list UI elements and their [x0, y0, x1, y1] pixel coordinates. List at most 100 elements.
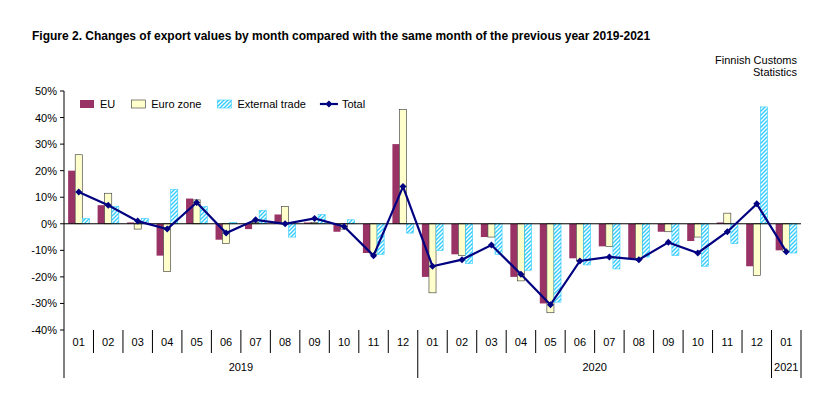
- marker: [488, 242, 495, 249]
- y-tick-label: -40%: [31, 324, 57, 336]
- marker: [252, 216, 259, 223]
- bar: [481, 224, 488, 237]
- x-separator: [742, 330, 743, 353]
- x-tick-label: 11: [722, 336, 733, 348]
- x-tick-label: 12: [751, 336, 763, 348]
- y-tick-label: 40%: [35, 112, 57, 124]
- x-tick-label: 10: [692, 336, 704, 348]
- bar: [436, 224, 443, 251]
- marker: [694, 249, 701, 256]
- legend-label: External trade: [237, 98, 305, 110]
- marker: [341, 223, 348, 230]
- bar: [171, 189, 178, 224]
- y-tick: [60, 197, 64, 198]
- x-separator: [653, 330, 654, 353]
- marker: [134, 218, 141, 225]
- x-tick-label: 01: [73, 336, 85, 348]
- x-separator: [181, 330, 182, 353]
- bar: [451, 224, 458, 255]
- bar: [658, 224, 665, 232]
- bar: [488, 224, 495, 237]
- bar: [289, 224, 296, 237]
- y-tick: [60, 276, 64, 277]
- x-tick-label: 03: [132, 336, 144, 348]
- x-tick-label: 02: [102, 336, 114, 348]
- marker: [576, 257, 583, 264]
- marker: [75, 188, 82, 195]
- y-tick: [60, 330, 64, 331]
- bar: [665, 224, 672, 232]
- bar: [82, 218, 89, 223]
- x-tick-label: 12: [397, 336, 409, 348]
- x-separator: [624, 330, 625, 353]
- x-separator: [358, 330, 359, 353]
- marker: [223, 230, 230, 237]
- x-separator: [122, 330, 123, 353]
- x-separator: [683, 330, 684, 353]
- bar: [724, 213, 731, 224]
- y-tick-label: -10%: [31, 244, 57, 256]
- bar-series: [75, 110, 790, 313]
- x-separator: [329, 330, 330, 353]
- x-separator: [152, 330, 153, 353]
- x-separator: [535, 330, 536, 353]
- y-tick-label: -20%: [31, 271, 57, 283]
- y-tick-label: 20%: [35, 165, 57, 177]
- bar: [193, 200, 200, 224]
- year-label: 2019: [229, 361, 253, 373]
- x-tick-label: 03: [485, 336, 497, 348]
- line: [79, 187, 787, 305]
- bar: [348, 220, 355, 224]
- bar: [760, 107, 767, 224]
- y-tick-label: 10%: [35, 191, 57, 203]
- y-tick: [60, 303, 64, 304]
- bar: [75, 155, 82, 224]
- marker: [724, 228, 731, 235]
- x-tick-label: 08: [633, 336, 645, 348]
- marker: [753, 200, 760, 207]
- x-separator: [270, 330, 271, 353]
- x-separator: [447, 330, 448, 353]
- x-tick-label: 04: [515, 336, 527, 348]
- marker: [193, 199, 200, 206]
- marker: [606, 253, 613, 260]
- bar: [407, 224, 414, 233]
- bar: [694, 224, 701, 237]
- bar-series: [82, 107, 797, 302]
- marker: [429, 263, 436, 270]
- y-tick-label: 30%: [35, 138, 57, 150]
- x-separator: [388, 330, 389, 353]
- bar: [790, 224, 797, 253]
- y-tick-label: -30%: [31, 297, 57, 309]
- x-separator: [93, 330, 94, 353]
- bar: [399, 110, 406, 224]
- bar: [422, 224, 429, 277]
- x-tick-label: 07: [249, 336, 261, 348]
- legend-swatch: [217, 100, 231, 108]
- y-axis-line: [64, 91, 65, 330]
- x-separator: [712, 330, 713, 353]
- bar: [164, 224, 171, 272]
- bar: [635, 224, 642, 260]
- legend-swatch: [131, 100, 145, 108]
- x-tick-label: 08: [279, 336, 291, 348]
- bar: [628, 224, 635, 259]
- x-tick-label: 04: [161, 336, 173, 348]
- marker: [370, 252, 377, 259]
- x-separator: [565, 330, 566, 353]
- x-tick-label: 11: [368, 336, 379, 348]
- legend-label: EU: [100, 98, 115, 110]
- bar: [576, 224, 583, 261]
- legend-swatch: [80, 100, 94, 108]
- x-separator: [476, 330, 477, 353]
- x-separator: [506, 330, 507, 353]
- x-tick-label: 01: [426, 336, 438, 348]
- y-tick-label: 0%: [41, 218, 57, 230]
- x-tick-label: 07: [603, 336, 615, 348]
- chart: Figure 2. Changes of export values by mo…: [0, 0, 831, 416]
- legend: EUEuro zoneExternal tradeTotal: [80, 98, 365, 110]
- x-tick-label: 10: [338, 336, 350, 348]
- legend-label: Total: [342, 98, 365, 110]
- bar: [458, 224, 465, 256]
- y-tick: [60, 117, 64, 118]
